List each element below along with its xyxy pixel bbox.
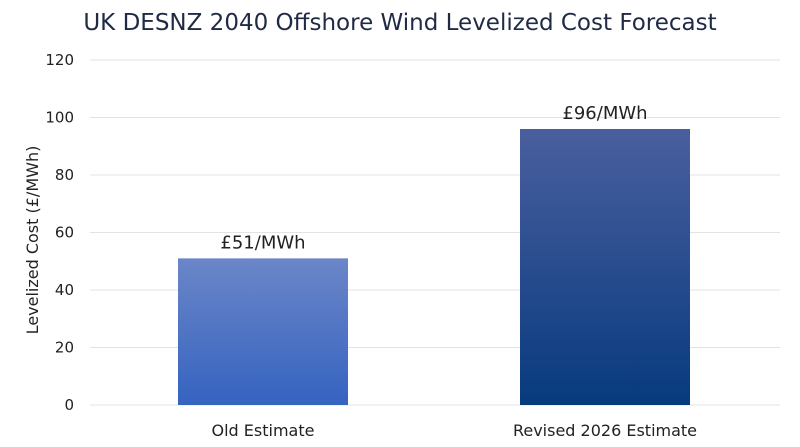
y-tick-label: 80	[55, 166, 74, 184]
y-tick-label: 20	[55, 339, 74, 357]
chart-title: UK DESNZ 2040 Offshore Wind Levelized Co…	[83, 10, 717, 36]
y-tick-label: 120	[45, 51, 74, 69]
y-axis-title: Levelized Cost (£/MWh)	[23, 146, 42, 335]
bar	[520, 129, 690, 405]
data-label: £96/MWh	[562, 103, 647, 124]
y-tick-label: 100	[45, 109, 74, 127]
x-category-label: Revised 2026 Estimate	[513, 421, 697, 440]
y-tick-label: 0	[64, 396, 74, 414]
y-tick-label: 40	[55, 281, 74, 299]
data-labels: £51/MWh £96/MWh	[220, 103, 647, 253]
bar	[178, 258, 348, 405]
y-axis-ticks: 0 20 40 60 80 100 120	[45, 51, 74, 414]
x-category-label: Old Estimate	[212, 421, 315, 440]
data-label: £51/MWh	[220, 232, 305, 253]
y-tick-label: 60	[55, 224, 74, 242]
category-labels: Old Estimate Revised 2026 Estimate	[212, 421, 698, 440]
bars	[178, 129, 690, 405]
